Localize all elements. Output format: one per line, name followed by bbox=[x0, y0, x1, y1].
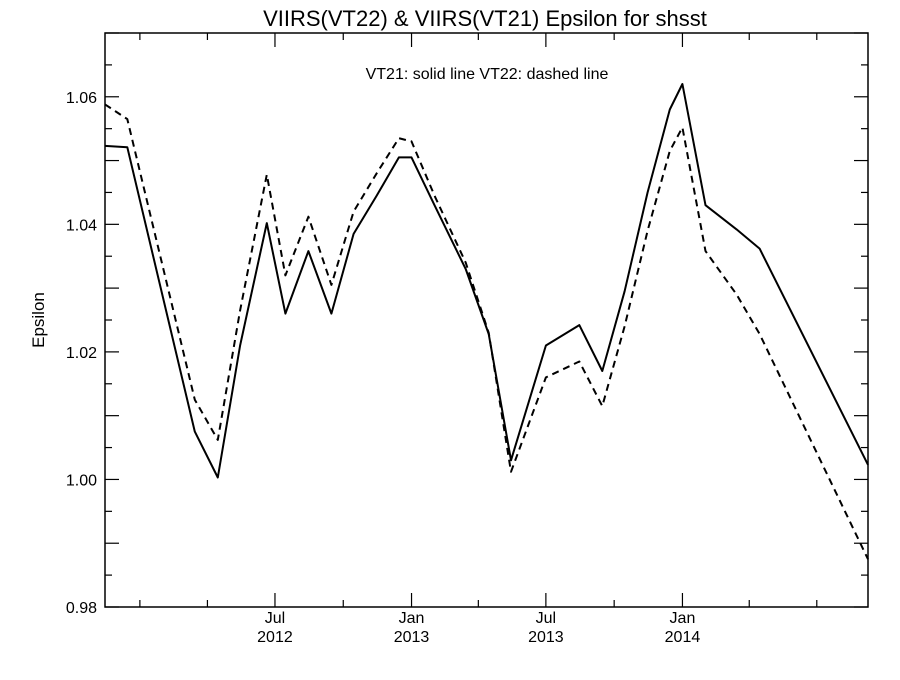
series-line-vt22 bbox=[104, 103, 869, 560]
y-tick-label: 0.98 bbox=[66, 600, 97, 617]
series-lines bbox=[104, 83, 869, 560]
plot-frame bbox=[104, 32, 869, 608]
x-tick-label-month: Jan bbox=[399, 610, 425, 627]
x-tick-label-year: 2013 bbox=[528, 629, 564, 646]
y-axis-label: Epsilon bbox=[29, 292, 48, 348]
x-tick-label-month: Jul bbox=[536, 610, 556, 627]
x-tick-label-year: 2013 bbox=[394, 629, 430, 646]
y-tick-label: 1.04 bbox=[66, 217, 97, 234]
y-tick-label: 1.00 bbox=[66, 472, 97, 489]
x-tick-label-year: 2012 bbox=[257, 629, 293, 646]
chart-title: VIIRS(VT22) & VIIRS(VT21) Epsilon for sh… bbox=[263, 6, 707, 31]
x-tick-label-year: 2014 bbox=[665, 629, 701, 646]
legend-annotation: VT21: solid line VT22: dashed line bbox=[366, 66, 609, 83]
x-tick-label-month: Jan bbox=[670, 610, 696, 627]
y-tick-label: 1.02 bbox=[66, 345, 97, 362]
series-line-vt21 bbox=[104, 83, 869, 479]
y-tick-label: 1.06 bbox=[66, 90, 97, 107]
x-tick-label-month: Jul bbox=[265, 610, 285, 627]
axis-ticks: 0.98 1.00 1.02 1.04 1.06 Jul 2012 Jan 2013 Jul 201… bbox=[66, 32, 868, 646]
